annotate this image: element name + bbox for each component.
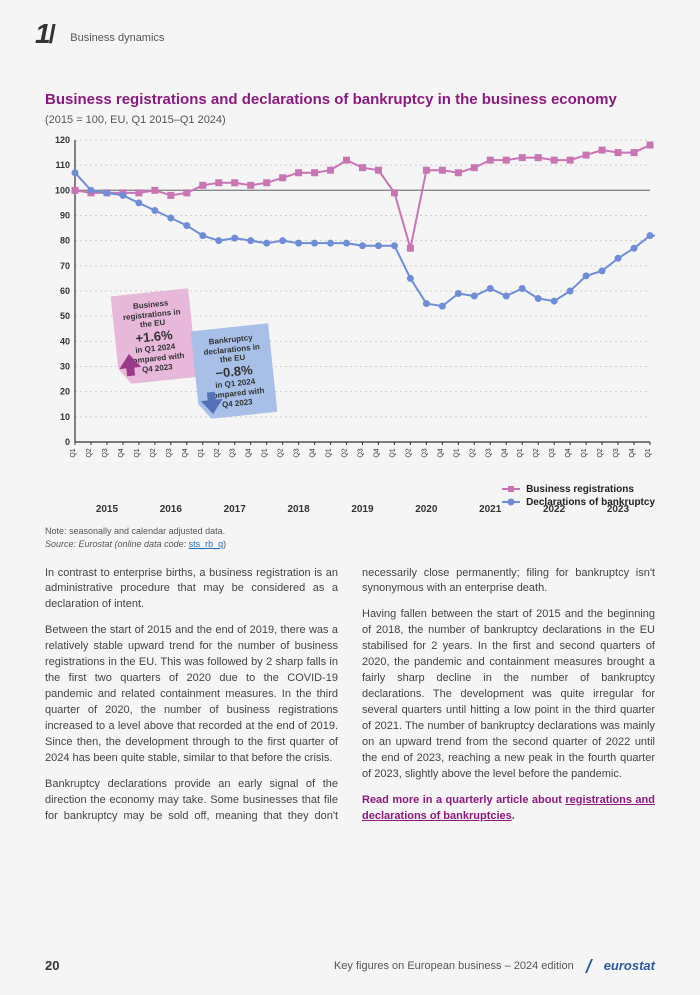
- chapter-label: Business dynamics: [70, 32, 164, 44]
- svg-text:Q3: Q3: [613, 448, 620, 457]
- svg-text:60: 60: [60, 286, 70, 296]
- svg-text:40: 40: [60, 336, 70, 346]
- svg-text:Q2: Q2: [597, 448, 604, 457]
- svg-text:20: 20: [60, 386, 70, 396]
- source-code-link[interactable]: sts_rb_q: [189, 539, 224, 549]
- svg-text:10: 10: [60, 411, 70, 421]
- note-text: Note: seasonally and calendar adjusted d…: [45, 525, 655, 539]
- svg-text:70: 70: [60, 260, 70, 270]
- paragraph: In contrast to enterprise births, a busi…: [45, 566, 338, 614]
- slash-icon: [582, 959, 596, 973]
- legend-marker-square-icon: [502, 485, 520, 493]
- svg-text:Q4: Q4: [629, 448, 636, 457]
- legend-item-bankruptcies: Declarations of bankruptcy: [502, 497, 655, 508]
- svg-text:Q1: Q1: [134, 448, 141, 457]
- svg-text:Q2: Q2: [469, 448, 476, 457]
- svg-text:Q1: Q1: [262, 448, 269, 457]
- chart-title: Business registrations and declarations …: [45, 90, 655, 110]
- svg-text:Q1: Q1: [581, 448, 588, 457]
- svg-text:Q4: Q4: [118, 448, 125, 457]
- legend-marker-circle-icon: [502, 498, 520, 506]
- svg-text:Q2: Q2: [405, 448, 412, 457]
- body-text: In contrast to enterprise births, a busi…: [45, 566, 655, 830]
- svg-text:Q4: Q4: [310, 448, 317, 457]
- svg-text:Q1: Q1: [70, 448, 77, 457]
- svg-text:Q1: Q1: [326, 448, 333, 457]
- source-line: Source: Eurostat (online data code: sts_…: [45, 538, 655, 552]
- svg-text:110: 110: [55, 160, 70, 170]
- legend-item-registrations: Business registrations: [502, 484, 655, 495]
- arrow-up-icon: [118, 352, 142, 376]
- svg-text:Q1: Q1: [453, 448, 460, 457]
- svg-text:100: 100: [55, 185, 70, 195]
- svg-text:Q3: Q3: [102, 448, 109, 457]
- footer-text: Key figures on European business – 2024 …: [334, 960, 574, 972]
- svg-text:Q4: Q4: [437, 448, 444, 457]
- year-label: 2015: [96, 504, 118, 515]
- year-label: 2016: [160, 504, 182, 515]
- readmore-period: .: [512, 810, 515, 822]
- svg-text:Q3: Q3: [166, 448, 173, 457]
- svg-text:30: 30: [60, 361, 70, 371]
- svg-text:120: 120: [55, 135, 70, 145]
- year-label: 2019: [351, 504, 373, 515]
- year-label: 2021: [479, 504, 501, 515]
- svg-text:Q3: Q3: [549, 448, 556, 457]
- svg-text:Q2: Q2: [86, 448, 93, 457]
- chart-notes: Note: seasonally and calendar adjusted d…: [45, 525, 655, 552]
- eurostat-logo: eurostat: [604, 958, 655, 973]
- svg-text:Q4: Q4: [182, 448, 189, 457]
- readmore-lead: Read more in a quarterly article about: [362, 794, 565, 806]
- page-number: 20: [45, 958, 59, 973]
- svg-text:Q3: Q3: [421, 448, 428, 457]
- source-prefix: Source: Eurostat (online data code:: [45, 539, 189, 549]
- year-label: 2018: [287, 504, 309, 515]
- year-label: 2017: [224, 504, 246, 515]
- svg-text:Q4: Q4: [373, 448, 380, 457]
- svg-text:Q4: Q4: [565, 448, 572, 457]
- svg-text:Q3: Q3: [230, 448, 237, 457]
- page-footer: 20 Key figures on European business – 20…: [45, 958, 655, 973]
- svg-text:Q3: Q3: [485, 448, 492, 457]
- chapter-slash: /: [49, 19, 56, 49]
- paragraph: Having fallen between the start of 2015 …: [362, 607, 655, 782]
- svg-text:80: 80: [60, 235, 70, 245]
- svg-text:Q2: Q2: [342, 448, 349, 457]
- svg-text:Q4: Q4: [501, 448, 508, 457]
- svg-text:50: 50: [60, 311, 70, 321]
- legend-label: Business registrations: [526, 484, 634, 495]
- source-suffix: ): [223, 539, 226, 549]
- legend-label: Declarations of bankruptcy: [526, 497, 655, 508]
- chart-subtitle: (2015 = 100, EU, Q1 2015–Q1 2024): [45, 114, 655, 126]
- chapter-marker: 1/ Business dynamics: [35, 18, 164, 50]
- svg-text:Q1: Q1: [198, 448, 205, 457]
- svg-text:Q1: Q1: [517, 448, 524, 457]
- svg-text:Q3: Q3: [358, 448, 365, 457]
- svg-text:Q4: Q4: [246, 448, 253, 457]
- svg-text:Q2: Q2: [150, 448, 157, 457]
- svg-text:90: 90: [60, 210, 70, 220]
- arrow-down-icon: [200, 390, 224, 414]
- chart-container: 0 10 20 30 40 50 60 70 80 90 100 110 120 Q1 Q2 Q3 Q4 Q1 Q2…: [45, 132, 655, 502]
- svg-text:Q2: Q2: [278, 448, 285, 457]
- year-label: 2020: [415, 504, 437, 515]
- svg-text:Q1: Q1: [389, 448, 396, 457]
- svg-text:Q2: Q2: [533, 448, 540, 457]
- read-more: Read more in a quarterly article about r…: [362, 793, 655, 825]
- svg-text:0: 0: [65, 437, 70, 447]
- chart-legend: Business registrations Declarations of b…: [502, 484, 655, 510]
- svg-text:Q2: Q2: [214, 448, 221, 457]
- svg-text:Q3: Q3: [294, 448, 301, 457]
- paragraph: Between the start of 2015 and the end of…: [45, 623, 338, 766]
- svg-text:Q1: Q1: [645, 448, 652, 457]
